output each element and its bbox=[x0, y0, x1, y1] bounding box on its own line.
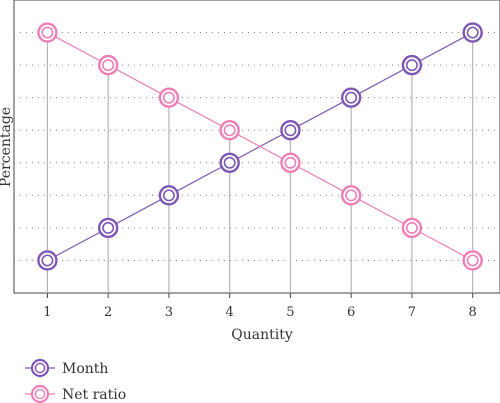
x-tick-label: 2 bbox=[104, 305, 112, 320]
x-tick-label: 7 bbox=[408, 305, 416, 320]
series-group bbox=[37, 22, 483, 271]
data-point-net-ratio bbox=[97, 54, 119, 76]
x-axis-ticks: 1 2 3 4 5 6 7 8 bbox=[43, 293, 477, 320]
x-axis-label: Quantity bbox=[231, 327, 293, 343]
legend-item-month: Month bbox=[25, 358, 108, 378]
legend-marker bbox=[30, 358, 50, 378]
data-point-month bbox=[37, 250, 58, 271]
gridlines bbox=[14, 32, 500, 261]
plot-frame bbox=[13, 0, 500, 294]
legend-label: Month bbox=[62, 361, 108, 377]
x-tick-label: 1 bbox=[43, 305, 51, 320]
legend-item-net-ratio: Net ratio bbox=[25, 384, 126, 403]
data-point-month bbox=[219, 152, 240, 173]
x-tick-label: 6 bbox=[347, 305, 355, 320]
x-tick-label: 5 bbox=[286, 305, 294, 320]
data-point-month bbox=[280, 120, 301, 141]
data-point-net-ratio bbox=[280, 152, 301, 173]
data-point-month bbox=[97, 217, 119, 239]
legend-label: Net ratio bbox=[62, 387, 126, 403]
data-point-net-ratio bbox=[401, 217, 423, 239]
data-point-net-ratio bbox=[462, 250, 483, 271]
x-tick-label: 3 bbox=[165, 305, 173, 320]
x-tick-label: 8 bbox=[469, 305, 477, 320]
series-line-net-ratio bbox=[47, 32, 473, 261]
x-tick-label: 4 bbox=[226, 305, 234, 320]
y-axis-label: Percentage bbox=[0, 107, 14, 187]
data-point-net-ratio bbox=[340, 185, 362, 206]
data-point-month bbox=[340, 87, 362, 108]
legend: Month Net ratio bbox=[25, 358, 126, 403]
data-point-month bbox=[158, 185, 180, 206]
data-point-net-ratio bbox=[158, 87, 180, 108]
data-point-net-ratio bbox=[219, 120, 240, 141]
data-point-month bbox=[401, 54, 423, 76]
data-point-net-ratio bbox=[37, 22, 58, 43]
legend-marker bbox=[30, 384, 50, 403]
data-point-month bbox=[462, 22, 483, 43]
